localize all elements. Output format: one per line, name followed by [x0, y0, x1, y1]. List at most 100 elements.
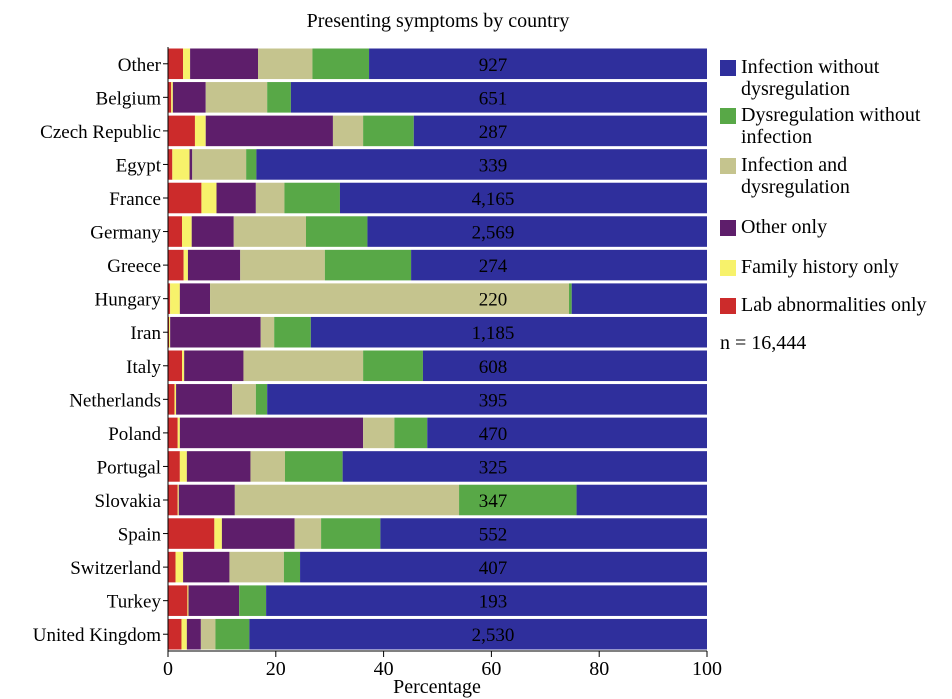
bar-label-1: 651: [479, 88, 508, 109]
bar-label-12: 325: [479, 457, 508, 478]
bar-segment-7-1: [170, 283, 180, 314]
bar-segment-17-1: [181, 618, 187, 650]
bar-segment-8-5: [310, 316, 707, 348]
bar-label-13: 347: [479, 491, 508, 512]
bar-segment-1-1: [171, 82, 173, 113]
bar-segment-16-4: [239, 585, 267, 616]
bar-segment-14-3: [294, 518, 322, 549]
bar-segment-16-1: [187, 585, 189, 616]
bar-segment-5-1: [182, 216, 192, 247]
bar-segment-8-0: [168, 316, 170, 348]
bar-segment-7-3: [210, 283, 570, 314]
bar-segment-8-1: [169, 316, 171, 348]
bar-label-0: 927: [479, 55, 508, 76]
bar-segment-0-1: [183, 48, 191, 80]
legend-label-5: Lab abnormalities only: [741, 294, 927, 316]
bar-segment-14-1: [214, 518, 222, 549]
bar-segment-13-1: [177, 484, 179, 516]
bar-segment-7-4: [569, 283, 572, 314]
bar-segment-8-4: [274, 316, 311, 348]
legend-swatch-3: [720, 220, 736, 236]
bar-segment-15-0: [168, 551, 176, 583]
legend-swatch-5: [720, 298, 736, 314]
bar-segment-10-3: [232, 384, 256, 415]
legend: Infection without dysregulationDysregulat…: [720, 56, 927, 316]
bar-segment-10-0: [168, 384, 175, 415]
category-label-13: Slovakia: [95, 491, 162, 512]
category-label-14: Spain: [118, 525, 162, 546]
bar-segment-6-3: [240, 249, 325, 281]
bar-segment-1-2: [172, 82, 206, 113]
legend-label-4: Family history only: [741, 256, 899, 278]
bar-segment-7-5: [571, 283, 707, 314]
bar-segment-5-4: [305, 216, 368, 247]
bar-segment-5-3: [233, 216, 306, 247]
bar-segment-1-5: [290, 82, 707, 113]
bar-segment-2-1: [194, 115, 206, 147]
category-label-1: Belgium: [96, 88, 162, 109]
bar-label-14: 552: [479, 525, 508, 546]
bar-segment-11-1: [177, 417, 180, 449]
bar-segment-16-2: [188, 585, 240, 616]
bar-segment-6-1: [183, 249, 188, 281]
bar-segment-11-4: [394, 417, 428, 449]
chart-title: Presenting symptoms by country: [307, 10, 570, 32]
bar-segment-13-0: [168, 484, 178, 516]
category-label-15: Switzerland: [70, 558, 161, 579]
bar-label-7: 220: [479, 290, 508, 311]
bar-segment-0-4: [312, 48, 370, 80]
bar-segment-8-2: [170, 316, 261, 348]
bar-segment-16-0: [168, 585, 188, 616]
x-tick-label-3: 60: [481, 658, 501, 680]
category-label-7: Hungary: [95, 290, 162, 311]
bar-label-11: 470: [479, 424, 508, 445]
bar-segment-9-5: [422, 350, 707, 382]
bar-segment-5-2: [191, 216, 234, 247]
bar-segment-1-0: [168, 82, 172, 113]
sample-size-note: n = 16,444: [720, 332, 806, 354]
bar-segment-17-3: [200, 618, 216, 650]
category-label-6: Greece: [107, 256, 161, 277]
bar-segment-3-2: [189, 149, 193, 180]
x-tick-label-1: 20: [266, 658, 286, 680]
bar-segment-17-5: [249, 618, 707, 650]
bar-segment-1-4: [267, 82, 291, 113]
category-label-16: Turkey: [107, 592, 162, 613]
bar-segment-7-2: [179, 283, 211, 314]
bar-segment-6-4: [324, 249, 412, 281]
bar-segment-6-2: [187, 249, 241, 281]
bar-segment-3-0: [168, 149, 173, 180]
bar-segment-10-1: [174, 384, 177, 415]
category-label-5: Germany: [90, 223, 161, 244]
x-tick-label-5: 100: [692, 658, 722, 680]
bar-segment-2-4: [363, 115, 414, 147]
bar-label-15: 407: [479, 558, 508, 579]
bar-segment-0-0: [168, 48, 184, 80]
bar-segment-14-5: [380, 518, 707, 549]
x-tick-label-0: 0: [163, 658, 173, 680]
bar-segment-15-4: [283, 551, 301, 583]
bar-segment-12-5: [342, 451, 707, 482]
bar-segment-5-5: [367, 216, 707, 247]
bar-segment-15-1: [175, 551, 184, 583]
bar-segment-3-5: [256, 149, 707, 180]
category-label-2: Czech Republic: [40, 122, 161, 143]
bar-segment-12-4: [284, 451, 343, 482]
bar-segment-16-5: [266, 585, 707, 616]
bar-segment-4-2: [216, 182, 256, 214]
bar-label-17: 2,530: [472, 625, 515, 646]
bar-segment-13-3: [234, 484, 460, 516]
bar-label-16: 193: [479, 592, 508, 613]
legend-label-1: Dysregulation without infection: [741, 104, 921, 148]
bar-segment-9-4: [363, 350, 423, 382]
legend-swatch-0: [720, 60, 736, 76]
bar-segment-3-1: [172, 149, 190, 180]
bar-segment-17-4: [215, 618, 250, 650]
x-axis-label: Percentage: [393, 676, 481, 698]
category-label-11: Poland: [108, 424, 161, 445]
bar-segment-6-5: [411, 249, 707, 281]
category-label-9: Italy: [126, 357, 161, 378]
x-axis: 0 20 40 60 80 100: [163, 650, 722, 680]
bar-segment-12-2: [186, 451, 251, 482]
